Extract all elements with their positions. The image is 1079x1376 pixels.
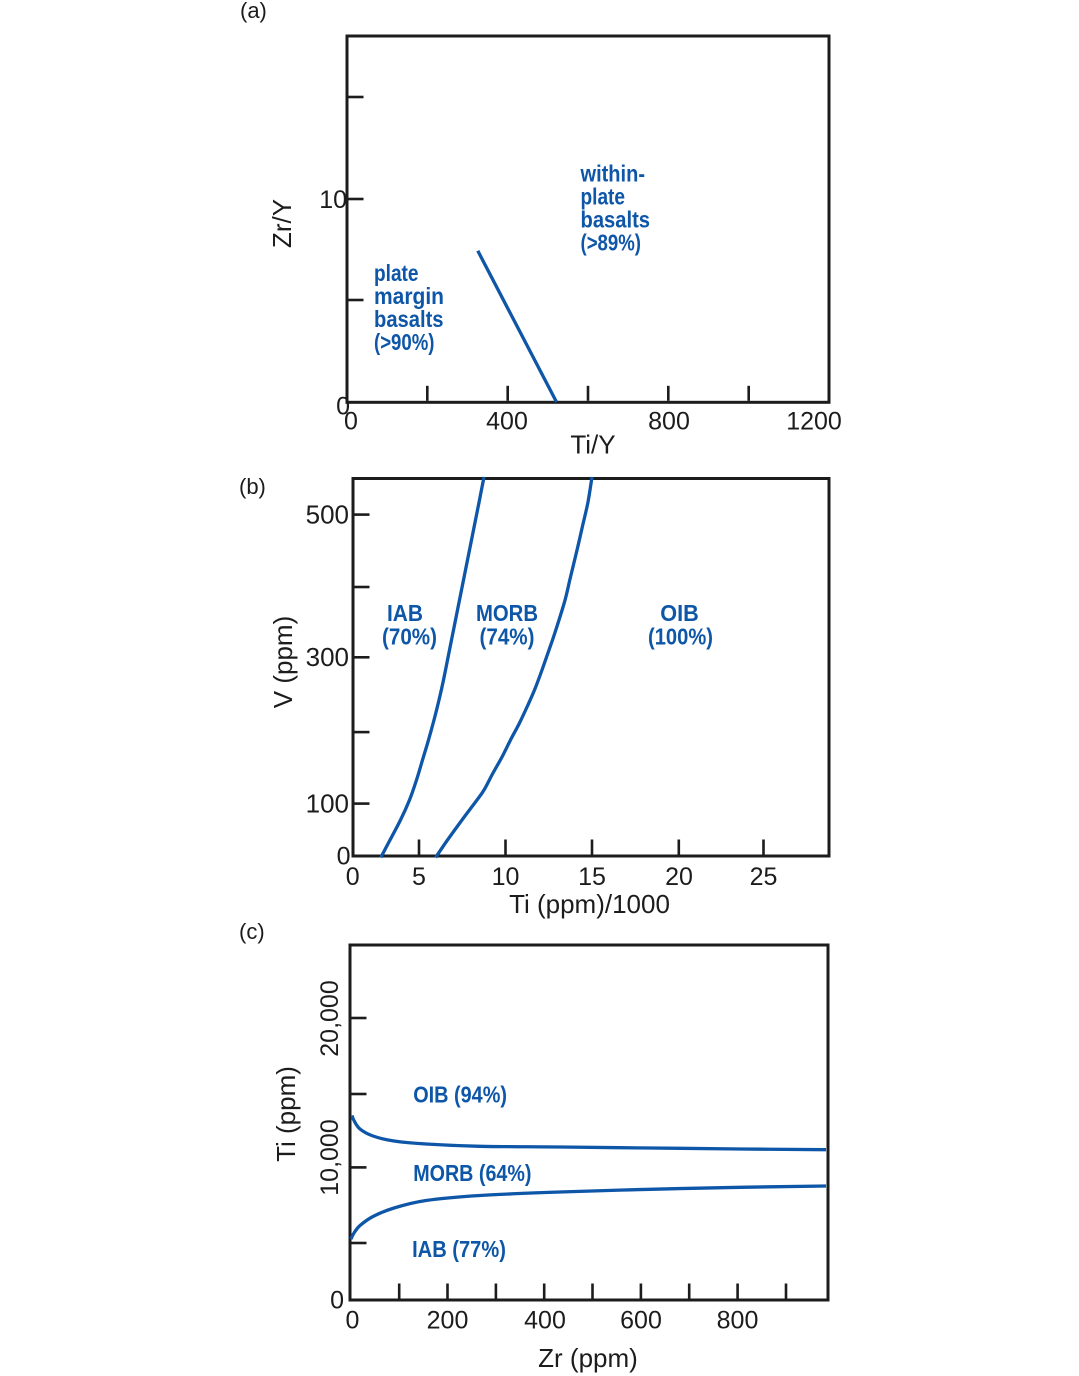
svg-text:(70%): (70%) xyxy=(382,624,437,650)
svg-text:0: 0 xyxy=(346,1307,360,1335)
svg-text:(b): (b) xyxy=(239,474,266,499)
svg-text:OIB: OIB xyxy=(660,600,699,626)
svg-text:15: 15 xyxy=(578,863,606,891)
svg-text:0: 0 xyxy=(330,1287,344,1315)
svg-text:Ti (ppm): Ti (ppm) xyxy=(271,1066,301,1162)
svg-text:IAB (77%): IAB (77%) xyxy=(412,1236,506,1262)
svg-text:800: 800 xyxy=(648,408,690,436)
svg-text:500: 500 xyxy=(306,500,349,530)
svg-text:200: 200 xyxy=(427,1307,469,1335)
svg-text:IAB: IAB xyxy=(387,600,423,626)
svg-text:400: 400 xyxy=(486,408,528,436)
svg-text:MORB: MORB xyxy=(476,600,538,626)
svg-text:plate: plate xyxy=(581,184,626,210)
svg-text:1200: 1200 xyxy=(786,408,842,436)
svg-text:5: 5 xyxy=(412,863,426,891)
svg-text:25: 25 xyxy=(750,863,778,891)
svg-text:10,000: 10,000 xyxy=(316,1119,344,1195)
svg-text:20,000: 20,000 xyxy=(316,980,344,1056)
svg-text:0: 0 xyxy=(346,863,360,891)
svg-text:basalts: basalts xyxy=(374,306,444,332)
svg-text:0: 0 xyxy=(344,408,358,436)
svg-text:within-: within- xyxy=(580,161,645,187)
svg-text:Zr/Y: Zr/Y xyxy=(267,199,297,248)
svg-text:(a): (a) xyxy=(240,0,267,23)
svg-text:800: 800 xyxy=(717,1307,759,1335)
svg-text:10: 10 xyxy=(492,863,520,891)
svg-text:MORB (64%): MORB (64%) xyxy=(413,1160,531,1186)
svg-text:300: 300 xyxy=(306,642,349,672)
svg-text:(100%): (100%) xyxy=(648,624,713,650)
svg-text:plate: plate xyxy=(374,260,419,286)
svg-text:OIB (94%): OIB (94%) xyxy=(413,1082,507,1108)
svg-text:(>90%): (>90%) xyxy=(374,329,435,355)
svg-text:margin: margin xyxy=(374,283,444,309)
svg-text:0: 0 xyxy=(337,843,351,871)
svg-text:20: 20 xyxy=(665,863,693,891)
svg-text:400: 400 xyxy=(524,1307,566,1335)
svg-text:(74%): (74%) xyxy=(480,624,535,650)
svg-text:0: 0 xyxy=(336,393,350,421)
svg-text:Zr (ppm): Zr (ppm) xyxy=(538,1343,638,1373)
svg-text:Ti (ppm)/1000: Ti (ppm)/1000 xyxy=(509,889,670,919)
svg-text:(>89%): (>89%) xyxy=(581,230,642,256)
svg-text:10: 10 xyxy=(319,186,347,214)
svg-text:basalts: basalts xyxy=(581,207,651,233)
svg-text:(c): (c) xyxy=(239,919,265,944)
svg-text:100: 100 xyxy=(306,789,349,819)
svg-text:600: 600 xyxy=(620,1307,662,1335)
svg-text:V (ppm): V (ppm) xyxy=(268,616,298,708)
svg-text:Ti/Y: Ti/Y xyxy=(570,430,615,460)
